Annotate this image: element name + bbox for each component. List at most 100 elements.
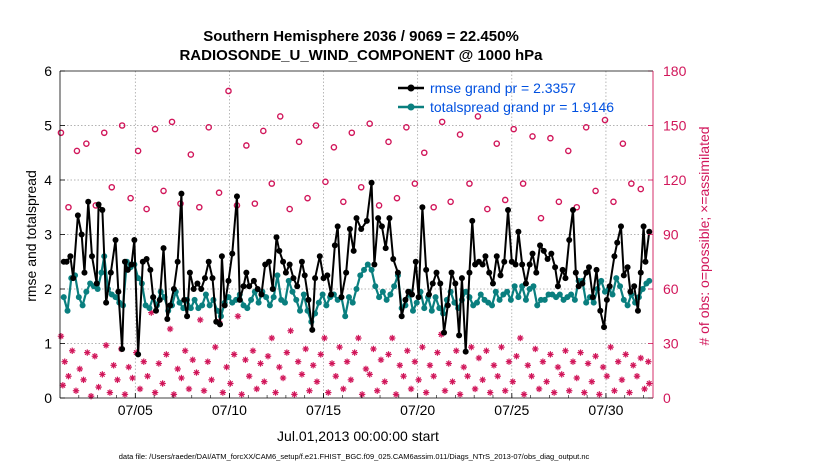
asterisk-stroke [363, 366, 369, 372]
rmse-point [316, 253, 323, 260]
spread-point [507, 296, 514, 303]
spread-point [432, 294, 439, 301]
obs-assimilated-point [524, 362, 532, 369]
spread-point [64, 307, 71, 314]
asterisk-stroke [596, 391, 603, 398]
obs-possible-point [519, 180, 527, 187]
asterisk-stroke [190, 357, 196, 363]
obs-assimilated-point [441, 387, 449, 394]
asterisk-stroke [122, 391, 128, 398]
asterisk-stroke [589, 378, 595, 385]
obs-assimilated-point [646, 380, 653, 387]
obs-assimilated-point [471, 385, 479, 393]
obs-assimilated-point [558, 371, 565, 378]
spread-point [349, 299, 356, 306]
rmse-point [121, 258, 128, 265]
rmse-point [569, 206, 576, 213]
spread-point [624, 302, 631, 309]
obs-assimilated-point [351, 349, 358, 356]
y-left-tick-label: 5 [44, 118, 52, 134]
spread-point [379, 288, 386, 295]
spread-point [319, 291, 326, 298]
obs-assimilated-point [509, 378, 516, 385]
obs-assimilated-point [422, 389, 430, 396]
obs-possible-point [393, 194, 401, 202]
obs-possible-point [57, 129, 65, 137]
obs-assimilated-point [242, 356, 249, 364]
rmse-point [554, 283, 561, 290]
rmse-point [583, 269, 590, 276]
y-left-tick-label: 0 [44, 390, 52, 406]
obs-possible-point [601, 116, 609, 124]
rmse-point [309, 326, 316, 333]
rmse-point [78, 231, 85, 238]
asterisk-stroke [615, 359, 621, 365]
obs-assimilated-point [588, 378, 596, 385]
obs-assimilated-point [197, 316, 204, 324]
rmse-point [479, 261, 486, 268]
spread-point [98, 269, 105, 276]
rmse-point [544, 256, 551, 263]
rmse-point [269, 286, 276, 292]
obs-assimilated-point [227, 380, 234, 387]
spread-point [293, 296, 300, 303]
spread-point [387, 291, 394, 298]
y-left-tick-label: 6 [44, 63, 52, 79]
spread-point [492, 288, 499, 295]
obs-assimilated-point [343, 358, 351, 365]
rmse-point [441, 329, 448, 336]
obs-assimilated-point [483, 347, 490, 354]
obs-assimilated-point [573, 374, 580, 382]
spread-point [534, 302, 541, 309]
rmse-point [186, 269, 193, 276]
x-tick-label: 07/05 [118, 402, 153, 418]
spread-point [323, 302, 330, 309]
obs-assimilated-point [110, 362, 117, 369]
rmse-point [324, 272, 331, 279]
obs-assimilated-point [245, 373, 253, 380]
asterisk-stroke [351, 349, 358, 356]
rmse-point [338, 294, 345, 301]
y-right-tick-label: 0 [663, 390, 671, 406]
asterisk-stroke [359, 391, 365, 398]
rmse-point [164, 315, 171, 322]
asterisk-stroke [378, 357, 384, 363]
obs-assimilated-point [415, 376, 422, 384]
obs-assimilated-point [230, 351, 238, 358]
asterisk-stroke [171, 391, 177, 398]
obs-possible-point [385, 138, 392, 146]
spread-point [248, 296, 255, 303]
obs-assimilated-point [140, 358, 147, 365]
rmse-point [614, 239, 621, 246]
spread-point [263, 294, 270, 301]
obs-possible-point [260, 127, 267, 135]
asterisk-stroke [532, 346, 539, 352]
rmse-point [579, 280, 586, 287]
asterisk-stroke [186, 386, 192, 392]
spread-point [568, 291, 575, 298]
obs-assimilated-point [125, 363, 132, 371]
rmse-point [606, 283, 613, 290]
spread-point [489, 302, 496, 309]
asterisk-stroke [495, 373, 501, 379]
obs-assimilated-point [148, 309, 155, 316]
asterisk-stroke [393, 391, 399, 398]
asterisk-stroke [577, 349, 584, 356]
rmse-point [419, 204, 426, 211]
rmse-point [634, 307, 641, 314]
obs-assimilated-point [637, 354, 644, 362]
obs-assimilated-point [569, 358, 577, 365]
rmse-point [394, 269, 401, 276]
rmse-point [559, 266, 566, 273]
spread-point [613, 275, 620, 282]
rmse-point [522, 280, 529, 287]
obs-assimilated-point [396, 362, 403, 369]
obs-assimilated-point [257, 360, 264, 367]
asterisk-stroke [69, 348, 75, 354]
rmse-point [415, 294, 422, 301]
obs-assimilated-point [460, 363, 468, 371]
rmse-point [640, 223, 647, 230]
obs-assimilated-point [336, 343, 343, 351]
asterisk-stroke [491, 362, 497, 368]
